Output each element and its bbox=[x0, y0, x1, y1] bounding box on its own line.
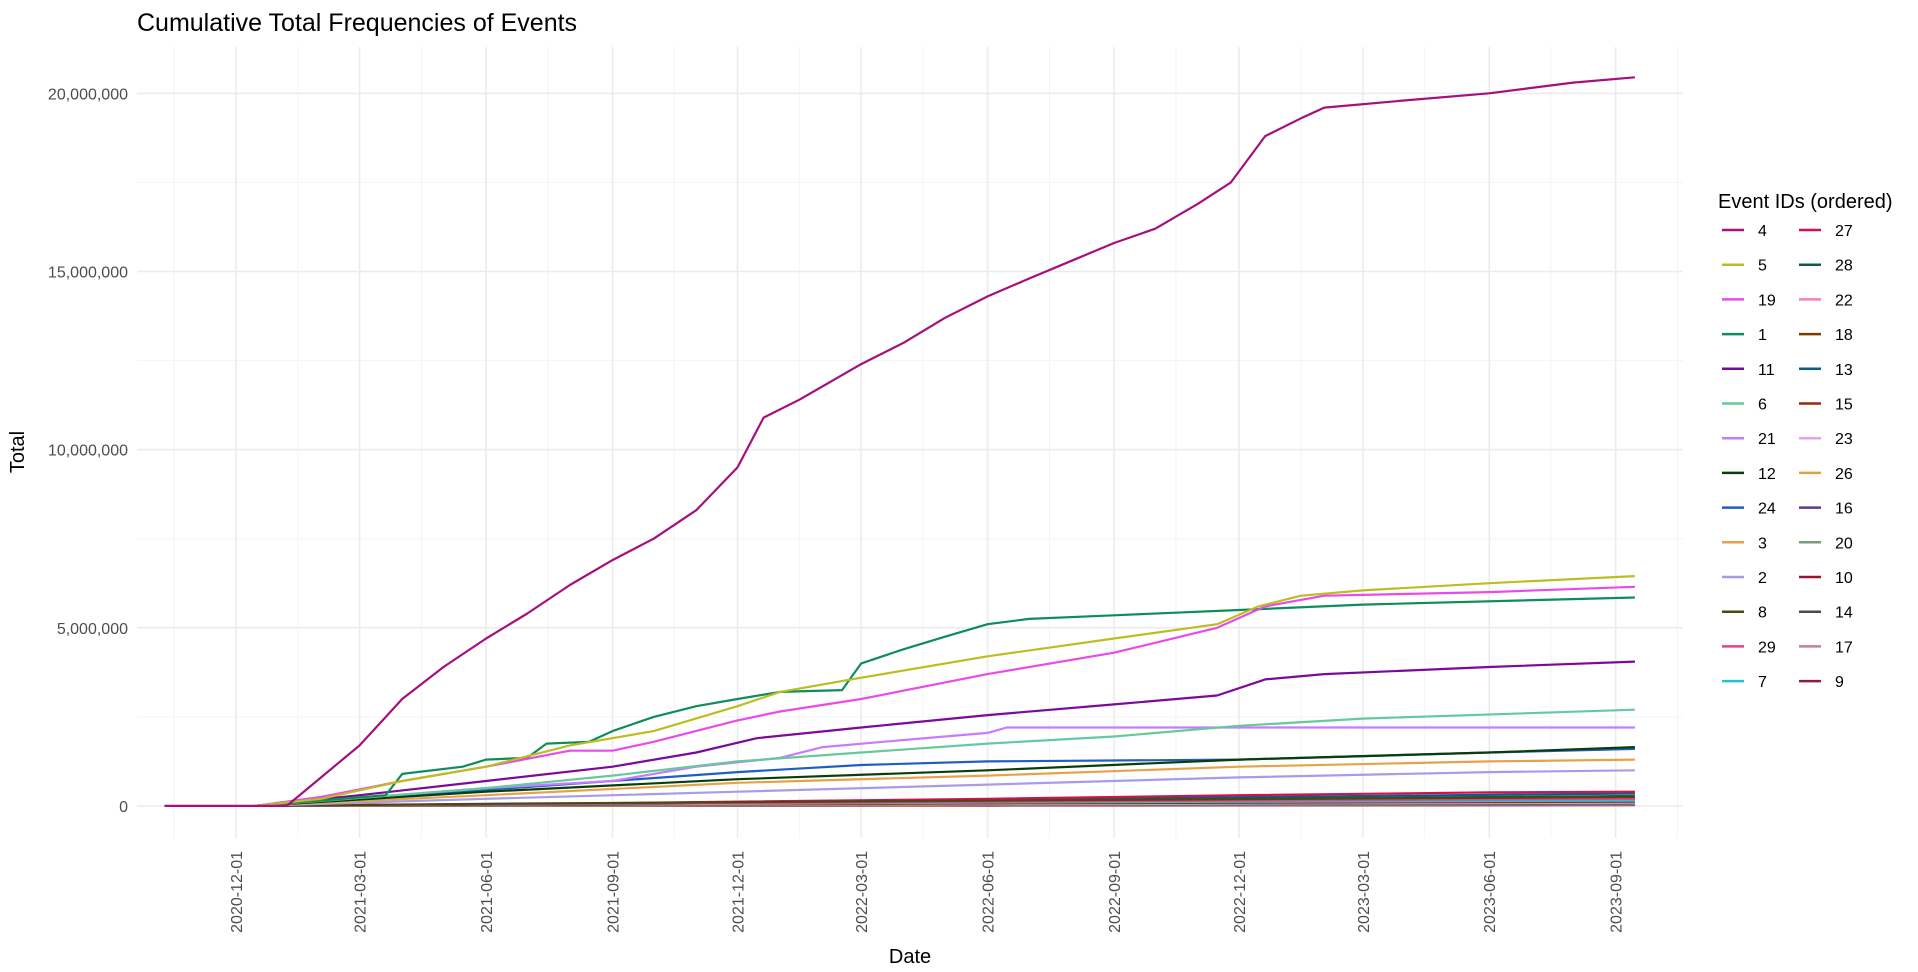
legend-item-4: 4 bbox=[1722, 223, 1767, 240]
y-axis-title: Total bbox=[7, 431, 29, 473]
x-tick-label: 2021-06-01 bbox=[479, 851, 496, 933]
legend-label: 2 bbox=[1758, 570, 1767, 587]
series-line-8 bbox=[255, 795, 1635, 807]
y-tick-label: 15,000,000 bbox=[48, 264, 128, 281]
x-tick-label: 2023-09-01 bbox=[1609, 851, 1626, 933]
legend-label: 10 bbox=[1835, 570, 1853, 587]
x-tick-label: 2022-03-01 bbox=[854, 851, 871, 933]
legend-item-1: 1 bbox=[1722, 327, 1767, 344]
legend-item-6: 6 bbox=[1722, 397, 1767, 414]
series-lines bbox=[164, 76, 1635, 808]
legend-item-28: 28 bbox=[1799, 258, 1853, 275]
legend-item-17: 17 bbox=[1799, 639, 1853, 656]
y-tick-label: 10,000,000 bbox=[48, 443, 128, 460]
legend-label: 17 bbox=[1835, 639, 1853, 656]
legend-label: 8 bbox=[1758, 605, 1767, 622]
legend-item-7: 7 bbox=[1722, 674, 1767, 691]
x-tick-label: 2022-06-01 bbox=[981, 851, 998, 933]
x-tick-label: 2020-12-01 bbox=[229, 851, 246, 933]
x-axis-title: Date bbox=[889, 946, 931, 968]
legend-label: 28 bbox=[1835, 258, 1853, 275]
legend-label: 15 bbox=[1835, 397, 1853, 414]
legend-item-12: 12 bbox=[1722, 466, 1776, 483]
legend-label: 23 bbox=[1835, 431, 1853, 448]
legend-label: 14 bbox=[1835, 605, 1853, 622]
legend-item-14: 14 bbox=[1799, 605, 1853, 622]
x-tick-label: 2021-09-01 bbox=[605, 851, 622, 933]
legend-label: 12 bbox=[1758, 466, 1776, 483]
legend-label: 27 bbox=[1835, 223, 1853, 240]
x-axis-ticks: 2020-12-01 2021-03-01 2021-06-01 2021-09-01… bbox=[229, 851, 1626, 933]
x-tick-label: 2021-03-01 bbox=[353, 851, 370, 933]
x-tick-label: 2022-12-01 bbox=[1232, 851, 1249, 933]
x-tick-label: 2023-03-01 bbox=[1356, 851, 1373, 933]
legend-item-29: 29 bbox=[1722, 639, 1776, 656]
legend-item-23: 23 bbox=[1799, 431, 1853, 448]
legend-label: 24 bbox=[1758, 501, 1776, 518]
legend-label: 6 bbox=[1758, 397, 1767, 414]
legend-item-9: 9 bbox=[1799, 674, 1844, 691]
series-line-1 bbox=[255, 596, 1635, 807]
legend-label: 19 bbox=[1758, 292, 1776, 309]
legend-label: 3 bbox=[1758, 535, 1767, 552]
legend-label: 11 bbox=[1758, 362, 1775, 379]
legend-item-10: 10 bbox=[1799, 570, 1853, 587]
x-tick-label: 2022-09-01 bbox=[1107, 851, 1124, 933]
legend-item-15: 15 bbox=[1799, 397, 1853, 414]
legend-label: 21 bbox=[1758, 431, 1776, 448]
legend-item-19: 19 bbox=[1722, 292, 1776, 309]
legend-item-3: 3 bbox=[1722, 535, 1767, 552]
legend-item-2: 2 bbox=[1722, 570, 1767, 587]
legend-label: 22 bbox=[1835, 292, 1853, 309]
legend-label: 18 bbox=[1835, 327, 1853, 344]
legend-item-24: 24 bbox=[1722, 501, 1776, 518]
legend-item-8: 8 bbox=[1722, 605, 1767, 622]
series-line-5 bbox=[255, 575, 1635, 807]
chart-title: Cumulative Total Frequencies of Events bbox=[137, 9, 577, 37]
legend-label: 16 bbox=[1835, 501, 1853, 518]
series-line-12 bbox=[255, 746, 1635, 807]
grid bbox=[137, 47, 1683, 838]
y-tick-label: 5,000,000 bbox=[57, 621, 128, 638]
series-line-2 bbox=[255, 769, 1635, 807]
series-line-3 bbox=[255, 758, 1635, 807]
series-line-11 bbox=[255, 660, 1635, 807]
legend-label: 5 bbox=[1758, 258, 1767, 275]
legend-label: 20 bbox=[1835, 535, 1853, 552]
legend-label: 13 bbox=[1835, 362, 1853, 379]
legend-item-21: 21 bbox=[1722, 431, 1776, 448]
x-tick-label: 2021-12-01 bbox=[731, 851, 748, 933]
legend-item-27: 27 bbox=[1799, 223, 1853, 240]
legend-items: 4519111621122432829727282218131523261620… bbox=[1722, 223, 1853, 691]
legend-item-11: 11 bbox=[1722, 362, 1775, 379]
legend-label: 9 bbox=[1835, 674, 1844, 691]
series-line-4 bbox=[164, 76, 1635, 808]
legend: Event IDs (ordered) 45191116211224328297… bbox=[1718, 191, 1893, 691]
legend-item-13: 13 bbox=[1799, 362, 1853, 379]
series-line-6 bbox=[255, 708, 1635, 807]
x-tick-label: 2023-06-01 bbox=[1482, 851, 1499, 933]
y-tick-label: 20,000,000 bbox=[48, 86, 128, 103]
y-axis-ticks: 0 5,000,000 10,000,000 15,000,000 20,000,000 bbox=[48, 86, 128, 816]
legend-item-18: 18 bbox=[1799, 327, 1853, 344]
series-line-21 bbox=[255, 726, 1635, 807]
legend-label: 7 bbox=[1758, 674, 1767, 691]
legend-label: 1 bbox=[1758, 327, 1767, 344]
legend-label: 4 bbox=[1758, 223, 1767, 240]
legend-title: Event IDs (ordered) bbox=[1718, 191, 1893, 213]
legend-item-5: 5 bbox=[1722, 258, 1767, 275]
legend-item-16: 16 bbox=[1799, 501, 1853, 518]
y-tick-label: 0 bbox=[119, 799, 128, 816]
legend-label: 29 bbox=[1758, 639, 1776, 656]
legend-item-22: 22 bbox=[1799, 292, 1853, 309]
legend-label: 26 bbox=[1835, 466, 1853, 483]
legend-item-20: 20 bbox=[1799, 535, 1853, 552]
legend-item-26: 26 bbox=[1799, 466, 1853, 483]
